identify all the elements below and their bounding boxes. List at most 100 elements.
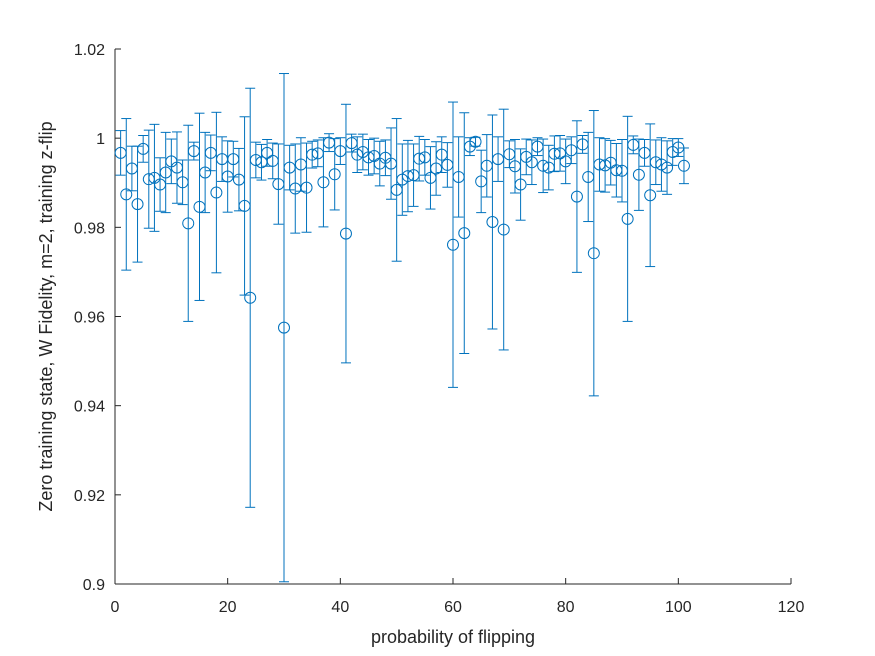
y-tick-label: 0.92 (74, 488, 105, 505)
data-point (368, 150, 381, 162)
data-point (441, 158, 454, 171)
data-point (565, 144, 578, 157)
data-point (582, 170, 595, 183)
data-point (587, 247, 600, 260)
data-point (469, 135, 482, 148)
data-point (599, 159, 612, 172)
y-tick-label: 0.96 (74, 310, 105, 327)
data-point (311, 147, 324, 160)
axes: 0 20 40 60 80 100 120 0.9 0.92 0.94 0.96 0.98 1 1.02 (74, 42, 805, 616)
data-point (114, 146, 127, 159)
data-point (610, 164, 623, 177)
data-point (531, 140, 544, 153)
data-point (278, 321, 290, 334)
data-point (317, 176, 330, 189)
data-point (272, 178, 285, 191)
data-point (199, 166, 212, 179)
data-point (125, 162, 138, 175)
data-point (480, 159, 493, 172)
data-point (638, 146, 651, 159)
data-point (227, 153, 240, 166)
data-point (677, 159, 690, 172)
data-point (632, 168, 645, 181)
x-tick-label: 100 (665, 599, 692, 616)
x-tick-label: 40 (331, 599, 349, 616)
data-point (649, 156, 662, 169)
data-point (570, 190, 583, 203)
data-point (334, 145, 347, 158)
data-point (486, 215, 499, 228)
data-point (508, 160, 521, 173)
data-point (435, 148, 448, 161)
y-tick-label: 1.02 (74, 42, 105, 59)
data-point (221, 170, 234, 183)
data-point (458, 227, 471, 240)
x-tick-label: 120 (778, 599, 805, 616)
data-point (306, 148, 319, 161)
data-point (407, 169, 420, 182)
data-point (339, 227, 352, 240)
data-point (193, 200, 206, 213)
data-point (661, 161, 674, 174)
data-point (430, 162, 443, 175)
data-series (114, 73, 690, 583)
data-point (627, 138, 640, 151)
data-point (390, 183, 403, 196)
data-point (554, 147, 567, 160)
data-point (232, 173, 245, 186)
y-tick-label: 0.9 (83, 577, 105, 594)
data-point (176, 176, 189, 189)
x-tick-label: 80 (557, 599, 575, 616)
data-point (525, 156, 538, 169)
y-tick-label: 0.98 (74, 220, 105, 237)
data-point (261, 146, 274, 159)
data-point (249, 154, 262, 167)
data-point (401, 170, 414, 183)
data-point (362, 151, 375, 164)
data-point (131, 198, 144, 211)
data-point (238, 199, 251, 212)
data-point (187, 145, 200, 158)
x-tick-label: 0 (111, 599, 120, 616)
data-point (328, 168, 341, 181)
data-point (413, 152, 426, 165)
data-point (323, 136, 336, 149)
data-point (204, 146, 217, 159)
data-point (424, 171, 437, 184)
data-point (170, 161, 183, 174)
data-point (447, 238, 459, 251)
data-point (266, 154, 279, 167)
data-point (514, 178, 527, 191)
y-axis-label: Zero training state, W Fidelity, m=2, tr… (36, 121, 56, 511)
data-point (593, 158, 606, 171)
data-point (452, 170, 465, 183)
data-point (244, 291, 257, 304)
data-point (503, 148, 516, 161)
data-point (142, 173, 155, 186)
data-point (655, 158, 668, 171)
data-point (537, 159, 550, 172)
data-point (137, 142, 150, 155)
data-point (621, 212, 634, 225)
data-point (182, 217, 195, 230)
data-point (576, 138, 589, 151)
data-point (120, 188, 133, 201)
x-tick-label: 60 (444, 599, 462, 616)
data-point (210, 186, 223, 199)
data-point (418, 151, 431, 164)
data-point (351, 148, 364, 161)
data-point (616, 164, 628, 177)
data-point (345, 137, 358, 150)
data-point (559, 155, 572, 168)
data-point (294, 158, 307, 171)
y-tick-label: 1 (96, 131, 105, 148)
x-tick-label: 20 (219, 599, 237, 616)
data-point (300, 181, 313, 194)
x-axis-label: probability of flipping (371, 627, 535, 647)
data-point (385, 157, 398, 170)
data-point (283, 161, 296, 174)
data-point (604, 156, 617, 169)
data-point (548, 147, 561, 160)
